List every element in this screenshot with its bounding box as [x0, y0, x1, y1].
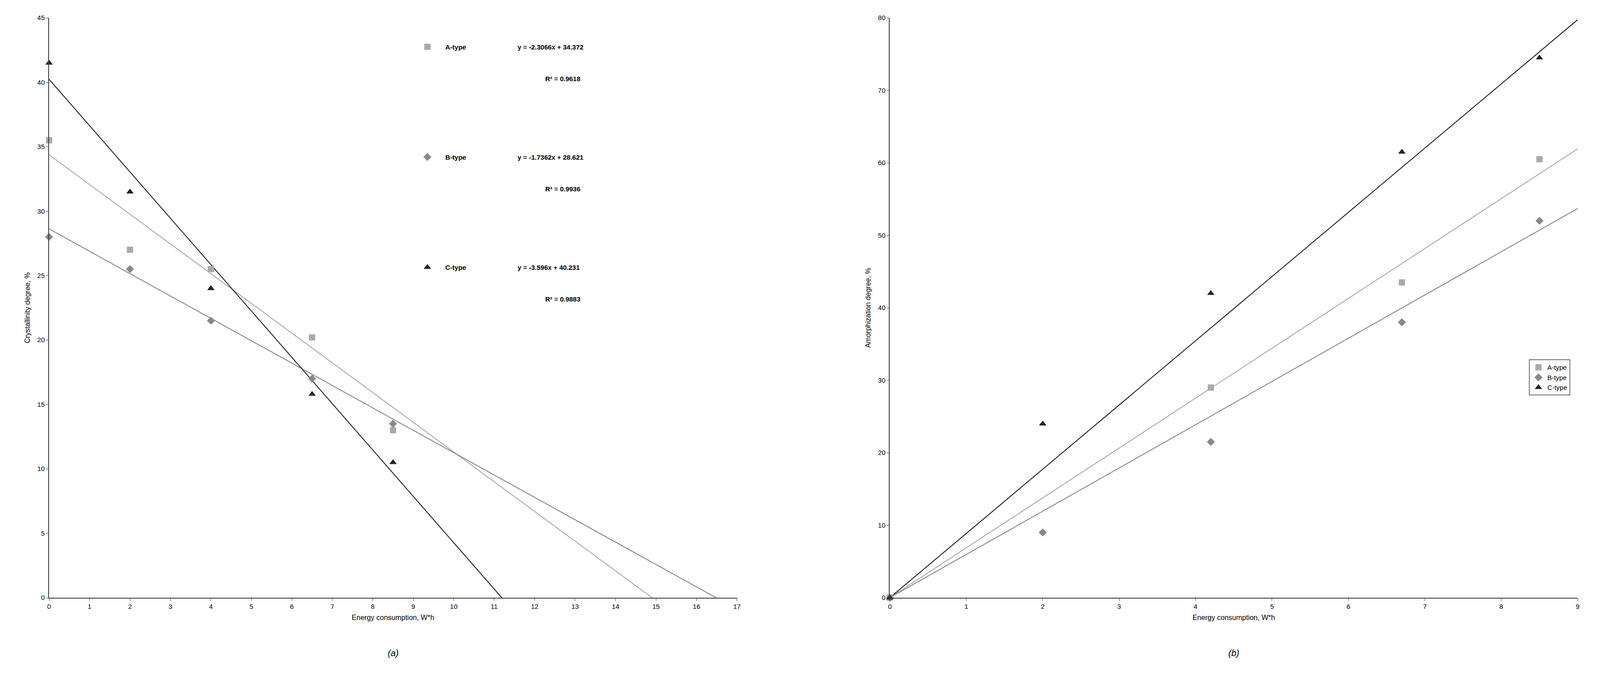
svg-text:30: 30	[37, 207, 46, 216]
svg-text:40: 40	[878, 303, 886, 312]
svg-text:4: 4	[209, 602, 213, 611]
svg-text:45: 45	[37, 13, 46, 22]
svg-text:12: 12	[530, 602, 539, 611]
svg-text:5: 5	[249, 602, 253, 611]
svg-text:C-type: C-type	[445, 263, 467, 272]
svg-text:1: 1	[87, 602, 92, 611]
svg-text:Crystallinity degree, %: Crystallinity degree, %	[23, 272, 32, 344]
svg-text:y = -2.3066x + 34.372: y = -2.3066x + 34.372	[517, 43, 584, 51]
svg-text:Energy consumption, W*h: Energy consumption, W*h	[1192, 613, 1276, 622]
svg-text:0: 0	[41, 593, 45, 602]
svg-text:15: 15	[37, 400, 46, 409]
svg-text:15: 15	[652, 602, 660, 611]
svg-text:30: 30	[878, 376, 886, 385]
svg-text:9: 9	[1575, 602, 1580, 611]
svg-text:60: 60	[878, 158, 886, 167]
svg-text:y = -1.7362x + 28.621: y = -1.7362x + 28.621	[517, 153, 584, 162]
svg-text:R² = 0.9618: R² = 0.9618	[545, 74, 581, 83]
svg-text:B-type: B-type	[1547, 373, 1567, 382]
svg-text:C-type: C-type	[1547, 383, 1567, 392]
svg-text:8: 8	[370, 602, 375, 611]
svg-text:20: 20	[37, 335, 46, 344]
svg-text:70: 70	[878, 86, 886, 95]
svg-text:A-type: A-type	[445, 43, 467, 51]
svg-text:20: 20	[878, 448, 886, 457]
svg-text:3: 3	[1117, 602, 1121, 611]
svg-text:10: 10	[450, 602, 458, 611]
svg-text:Amorphization degree, %: Amorphization degree, %	[864, 267, 872, 349]
svg-text:7: 7	[330, 602, 335, 611]
svg-text:10: 10	[878, 521, 886, 530]
svg-text:80: 80	[878, 13, 886, 22]
svg-text:Energy consumption, W*h: Energy consumption, W*h	[351, 613, 435, 622]
svg-text:(a): (a)	[387, 648, 399, 659]
svg-text:2: 2	[1040, 602, 1045, 611]
svg-text:35: 35	[37, 142, 46, 151]
svg-text:8: 8	[1499, 602, 1504, 611]
svg-text:6: 6	[1346, 602, 1351, 611]
svg-text:6: 6	[290, 602, 294, 611]
svg-text:y = -3.596x + 40.231: y = -3.596x + 40.231	[517, 263, 580, 272]
svg-text:25: 25	[37, 271, 46, 280]
svg-text:50: 50	[878, 231, 886, 240]
svg-text:10: 10	[37, 464, 46, 473]
svg-text:40: 40	[37, 78, 46, 87]
svg-text:R² = 0.9936: R² = 0.9936	[545, 185, 581, 193]
svg-text:0: 0	[887, 602, 892, 611]
svg-text:9: 9	[411, 602, 415, 611]
svg-text:13: 13	[571, 602, 580, 611]
svg-text:A-type: A-type	[1547, 363, 1567, 372]
svg-text:B-type: B-type	[445, 153, 467, 162]
svg-text:14: 14	[611, 602, 620, 611]
svg-text:1: 1	[964, 602, 968, 611]
svg-text:2: 2	[128, 602, 132, 611]
svg-text:4: 4	[1193, 602, 1198, 611]
svg-text:17: 17	[733, 602, 741, 611]
svg-text:5: 5	[1270, 602, 1274, 611]
svg-text:(b): (b)	[1228, 648, 1240, 659]
svg-text:5: 5	[41, 529, 45, 538]
svg-text:0: 0	[47, 602, 51, 611]
svg-text:11: 11	[490, 602, 498, 611]
svg-text:R² = 0.9883: R² = 0.9883	[545, 295, 581, 303]
svg-text:7: 7	[1422, 602, 1427, 611]
svg-text:3: 3	[168, 602, 173, 611]
svg-text:16: 16	[692, 602, 701, 611]
svg-text:0: 0	[881, 593, 886, 602]
